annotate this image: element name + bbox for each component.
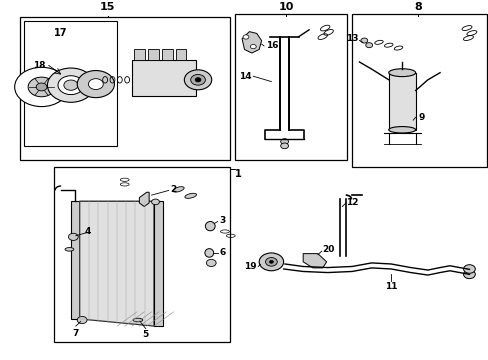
Text: 12: 12 [346,198,358,207]
Circle shape [463,265,474,273]
Polygon shape [303,254,326,268]
Bar [175,49,186,60]
Circle shape [151,199,159,205]
Ellipse shape [172,187,184,192]
Circle shape [15,67,68,107]
Ellipse shape [388,127,415,133]
Circle shape [195,78,201,82]
Circle shape [280,139,288,144]
Circle shape [64,80,78,90]
Circle shape [265,257,277,266]
Text: 5: 5 [142,330,148,339]
Circle shape [77,71,114,98]
Text: 10: 10 [278,2,293,12]
Text: 11: 11 [384,282,397,291]
Circle shape [47,68,94,102]
Circle shape [184,70,211,90]
Circle shape [68,233,78,240]
Circle shape [280,143,288,149]
Polygon shape [242,32,261,53]
Text: 15: 15 [100,2,115,12]
Circle shape [365,43,372,48]
Bar [134,49,145,60]
Circle shape [243,35,248,39]
Circle shape [28,77,55,97]
Ellipse shape [205,221,215,231]
Ellipse shape [133,318,142,322]
Text: 14: 14 [239,72,251,81]
Polygon shape [80,201,154,326]
Text: 20: 20 [322,245,334,254]
Bar [388,73,415,130]
Bar [71,201,80,319]
Circle shape [58,76,83,95]
Bar [148,49,159,60]
Text: 2: 2 [170,185,176,194]
Text: 6: 6 [219,248,225,257]
Bar [154,201,163,326]
Bar [54,167,229,342]
Circle shape [269,260,273,263]
Circle shape [77,316,87,324]
Text: 9: 9 [417,113,424,122]
Text: 18: 18 [33,61,46,70]
Circle shape [88,79,103,90]
Circle shape [190,75,205,85]
Bar [351,14,486,167]
Text: 13: 13 [345,34,358,43]
Bar [24,21,117,146]
Circle shape [259,253,283,271]
Circle shape [360,38,367,43]
Bar [162,49,172,60]
Circle shape [206,259,216,266]
Text: 16: 16 [266,41,279,50]
Text: 3: 3 [219,216,225,225]
FancyBboxPatch shape [132,60,195,96]
Text: 1: 1 [234,169,241,179]
Text: 19: 19 [244,262,256,271]
Bar [234,14,346,160]
Text: 4: 4 [84,227,90,236]
Text: 7: 7 [72,329,79,338]
Text: 8: 8 [413,2,421,12]
Ellipse shape [388,69,415,77]
Text: 17: 17 [54,28,67,38]
Ellipse shape [65,248,74,251]
Ellipse shape [204,249,213,257]
Circle shape [463,270,474,279]
Polygon shape [139,192,149,207]
Ellipse shape [184,193,196,198]
Circle shape [36,83,47,91]
Bar [20,17,229,160]
Circle shape [250,45,256,49]
